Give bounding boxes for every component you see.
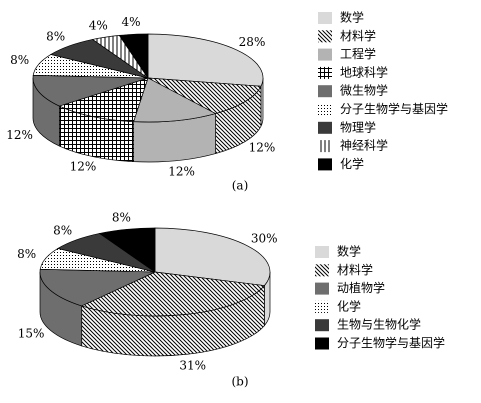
legend-swatch [315,300,329,313]
legend-label: 分子生物学与基因学 [337,335,445,350]
legend-label: 化学 [337,298,361,313]
value-label: 30% [251,232,278,246]
legend-label: 数学 [337,244,361,259]
value-label: 8% [17,247,36,261]
legend-label: 微生物学 [340,83,388,98]
slice [98,227,156,273]
slice [147,33,264,87]
value-label: 31% [179,358,206,372]
slice [154,227,271,286]
legend-swatch [318,12,332,24]
legend-swatch [315,282,329,295]
value-label: 12% [70,160,97,174]
slice [39,268,156,307]
value-label: 8% [112,210,131,224]
legend-swatch [318,48,332,61]
value-label: 12% [6,128,33,142]
legend-swatch [318,66,332,79]
value-label: 28% [239,35,266,49]
legend-label: 工程学 [340,46,376,61]
legend-swatch [318,85,332,98]
slice [32,74,149,107]
value-label: 12% [249,141,276,155]
legend-swatch [318,158,332,171]
legend-swatch [315,319,329,332]
value-label: 8% [53,224,72,238]
value-label: 4% [122,15,141,29]
legend-label: 神经科学 [340,138,388,153]
legend-label: 数学 [340,10,364,25]
legend-label: 分子生物学与基因学 [340,101,448,116]
legend-swatch [318,140,332,153]
value-label: 8% [46,30,65,44]
legend-label: 材料学 [337,262,373,277]
slice [118,33,149,80]
legend-label: 材料学 [340,28,376,43]
legend-label: 生物与生物化学 [337,317,421,332]
caption: (a) [232,179,249,193]
legend-swatch [315,246,329,258]
value-label: 8% [10,53,29,67]
slice [58,77,149,123]
legend-label: 物理学 [340,119,376,134]
legend-swatch [315,337,329,350]
value-label: 4% [89,18,108,32]
value-label: 12% [168,165,195,179]
slice [133,77,217,123]
legend-swatch [318,121,332,134]
legend-swatch [318,30,332,43]
slice [147,77,262,114]
caption: (b) [231,375,248,389]
legend-swatch [318,103,332,116]
value-label: 15% [18,327,45,341]
legend-label: 化学 [340,156,364,171]
legend-swatch [315,264,329,277]
legend-label: 地球科学 [340,64,388,79]
legend-label: 动植物学 [337,280,385,295]
slice [80,271,266,317]
